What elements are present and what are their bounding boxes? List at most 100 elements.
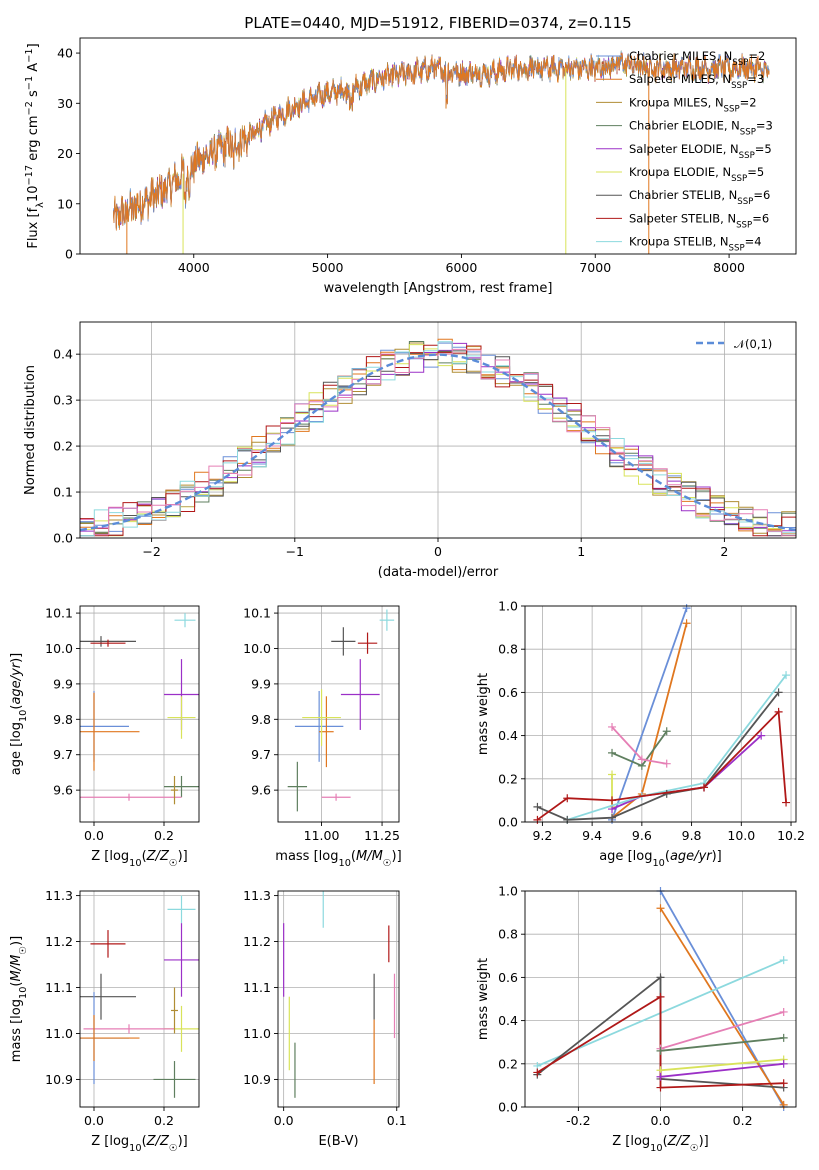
x-tick-label: −1	[286, 544, 304, 559]
error-point	[164, 775, 199, 798]
weight-marker	[608, 770, 617, 779]
error-point	[287, 761, 308, 812]
y-tick-label: 0.8	[498, 642, 518, 657]
weight-marker	[682, 619, 691, 628]
weight-marker	[757, 731, 766, 740]
legend-label: Salpeter MILES, NSSP=3	[629, 72, 764, 91]
weight-marker	[656, 904, 665, 913]
x-tick-label: 0	[434, 544, 442, 559]
y-tick-label: 0.8	[498, 927, 518, 942]
y-tick-label: 0.0	[498, 815, 518, 830]
weight-line	[660, 1058, 784, 1072]
error-point	[90, 930, 126, 958]
weight-marker	[662, 759, 671, 768]
weight-line	[537, 691, 780, 821]
y-tick-label: 9.8	[251, 712, 271, 727]
y-tick-label: 11.0	[243, 1026, 271, 1041]
weight-marker	[637, 755, 646, 764]
x-tick-label: 11.25	[364, 828, 400, 843]
x-tick-label: 5000	[312, 260, 344, 275]
y-axis-label: Normed distribution	[23, 365, 38, 495]
y-tick-label: 10.1	[243, 606, 271, 621]
y-tick-label: 0.2	[53, 439, 73, 454]
weight-marker	[608, 813, 617, 822]
x-axis-label: E(B-V)	[318, 1134, 358, 1149]
legend-label: Kroupa MILES, NSSP=2	[629, 95, 757, 114]
y-tick-label: 9.6	[53, 783, 73, 798]
weight-marker	[533, 815, 542, 824]
panel-mass-vs-EBV: 0.0 0.1 10.9 11.0 11.1 11.2 11.3 E(B-V)	[243, 888, 407, 1149]
weight-marker	[563, 794, 572, 803]
error-point	[90, 639, 126, 647]
weight-line	[660, 1037, 784, 1052]
x-tick-label: 0.2	[154, 1113, 174, 1128]
weight-line	[536, 709, 787, 821]
x-tick-label: 11.00	[304, 828, 340, 843]
axes-frame	[277, 605, 400, 823]
weight-marker	[774, 707, 783, 716]
weight-line	[567, 674, 787, 821]
axes-frame	[79, 321, 797, 539]
error-point	[294, 690, 344, 762]
legend-label: Salpeter STELIB, NSSP=6	[629, 211, 769, 230]
y-tick-label: 10.9	[45, 1072, 73, 1087]
y-axis-label: mass weight	[476, 673, 491, 755]
y-tick-label: 0.0	[53, 531, 73, 546]
x-tick-label: -0.2	[566, 1113, 590, 1128]
y-tick-label: 10.0	[45, 641, 73, 656]
error-point	[80, 973, 136, 1020]
legend-label: Chabrier MILES, NSSP=2	[629, 49, 765, 68]
x-tick-label: 0.0	[84, 828, 104, 843]
weight-marker	[563, 815, 572, 824]
weight-marker	[779, 1079, 788, 1088]
y-tick-label: 0.2	[498, 771, 518, 786]
y-tick-label: 1.0	[498, 599, 518, 614]
weight-marker	[779, 1100, 788, 1109]
y-axis-label: age [log10(age/yr)]	[9, 653, 29, 776]
error-point	[331, 627, 356, 656]
weight-marker	[682, 604, 691, 613]
x-axis-label: Z [log10(Z/Z☉)]	[91, 849, 188, 869]
y-axis-label: mass weight	[476, 958, 491, 1040]
x-axis-label: age [log10(age/yr)]	[599, 849, 722, 869]
weight-marker	[782, 798, 791, 807]
x-tick-label: −2	[142, 544, 160, 559]
weight-marker	[608, 722, 617, 731]
legend-label: Chabrier STELIB, NSSP=6	[629, 188, 770, 207]
error-point	[80, 793, 182, 801]
y-axis-label: Flux [fλ10−17 erg cm−2 s−1 A−1]	[24, 43, 46, 248]
error-point	[171, 775, 178, 805]
y-tick-label: 0.4	[53, 347, 73, 362]
panel-weight-vs-Z: -0.2 0.0 0.2 0.0 0.2 0.4 0.6 0.8 1.0 Z [log10(Z/Z…	[476, 884, 797, 1154]
x-tick-label: 4000	[178, 260, 210, 275]
weight-marker	[774, 688, 783, 697]
error-point	[357, 632, 378, 654]
panel-age-vs-mass: 11.00 11.25 9.6 9.7 9.8 9.9 10.0 10.1 mass [log1…	[243, 605, 402, 869]
y-tick-label: 0	[65, 247, 73, 262]
spectrum-line	[113, 52, 770, 231]
axes-frame	[79, 890, 200, 1108]
error-point	[83, 1024, 175, 1034]
error-point	[171, 987, 178, 1034]
y-tick-label: 1.0	[498, 884, 518, 899]
error-point	[302, 689, 341, 746]
x-axis-label: mass [log10(M/M☉)]	[275, 849, 401, 869]
y-tick-label: 11.3	[45, 888, 73, 903]
y-tick-label: 0.1	[53, 485, 73, 500]
error-point	[379, 609, 395, 631]
x-axis-label: Z [log10(Z/Z☉)]	[612, 1134, 709, 1154]
error-point	[80, 1015, 140, 1062]
weight-marker	[656, 1083, 665, 1092]
error-point	[164, 923, 199, 997]
y-tick-label: 11.1	[243, 980, 271, 995]
error-point	[167, 696, 196, 739]
x-tick-label: 8000	[713, 260, 745, 275]
x-tick-label: 9.4	[582, 828, 602, 843]
normal-curve	[80, 353, 796, 532]
weight-marker	[533, 1068, 542, 1077]
x-tick-label: 0.1	[387, 1113, 407, 1128]
weight-marker	[608, 796, 617, 805]
weight-marker	[608, 748, 617, 757]
x-axis-label: (data-model)/error	[378, 565, 499, 580]
